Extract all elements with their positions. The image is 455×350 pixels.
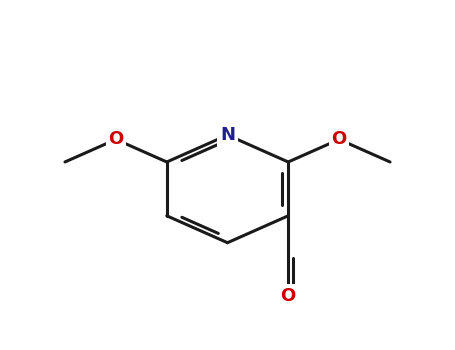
Text: O: O xyxy=(332,131,347,148)
Text: O: O xyxy=(108,131,123,148)
Text: O: O xyxy=(281,287,296,305)
Text: N: N xyxy=(220,126,235,144)
